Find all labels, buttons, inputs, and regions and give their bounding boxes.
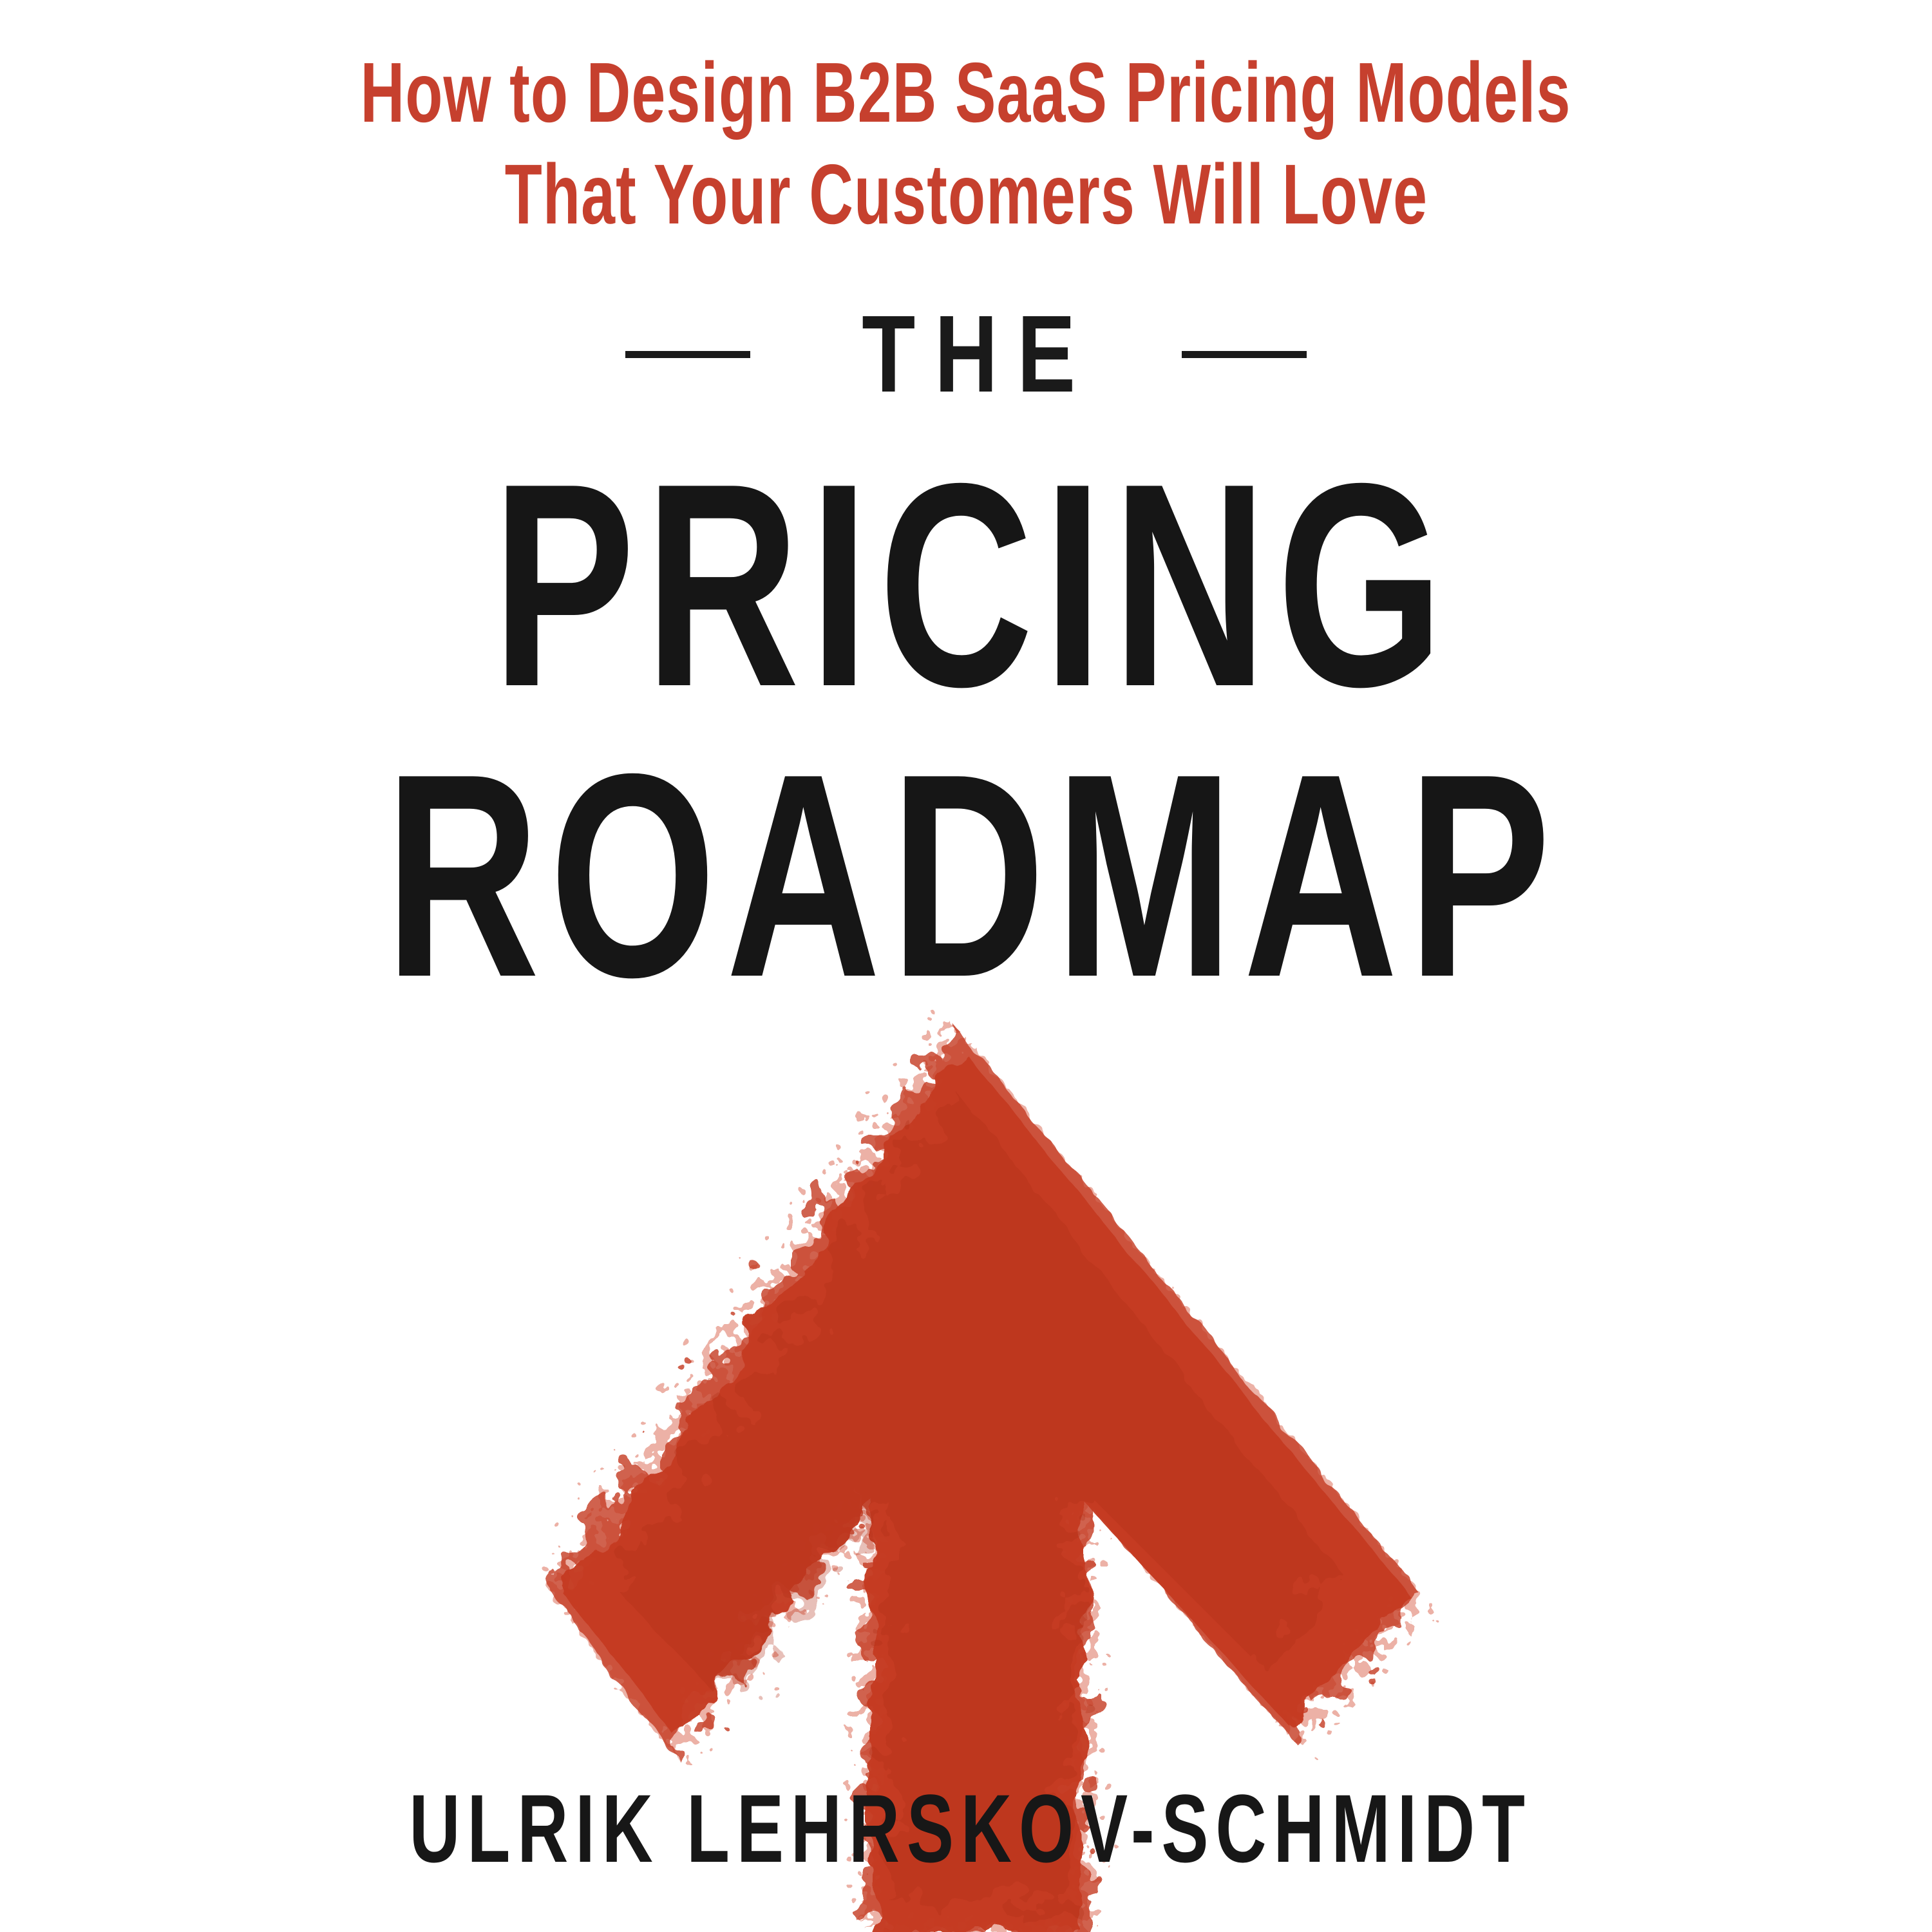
title-line-2: ROADMAP — [0, 731, 1932, 1021]
tagline-line-1: How to Design B2B SaaS Pricing Models — [0, 42, 1932, 144]
tagline-line-1-text: How to Design B2B SaaS Pricing Models — [361, 45, 1571, 140]
tagline-line-2: That Your Customers Will Love — [0, 144, 1932, 245]
series-label-text: THE — [861, 293, 1095, 415]
tagline: How to Design B2B SaaS Pricing Models Th… — [0, 42, 1932, 245]
series-label: THE — [833, 299, 1100, 409]
tagline-line-2-text: That Your Customers Will Love — [504, 147, 1428, 242]
title-line-1-text: PRICING — [491, 424, 1454, 747]
the-dash-right — [1182, 350, 1307, 358]
book-title: PRICING ROADMAP — [0, 440, 1932, 1021]
title-line-1: PRICING — [0, 440, 1932, 731]
title-line-2-text: ROADMAP — [384, 714, 1560, 1037]
author-name: ULRIK LEHRSKOV-SCHMIDT — [0, 1780, 1932, 1877]
author-name-text: ULRIK LEHRSKOV-SCHMIDT — [409, 1774, 1533, 1882]
series-label-row: THE — [0, 299, 1932, 409]
the-dash-left — [625, 350, 750, 358]
